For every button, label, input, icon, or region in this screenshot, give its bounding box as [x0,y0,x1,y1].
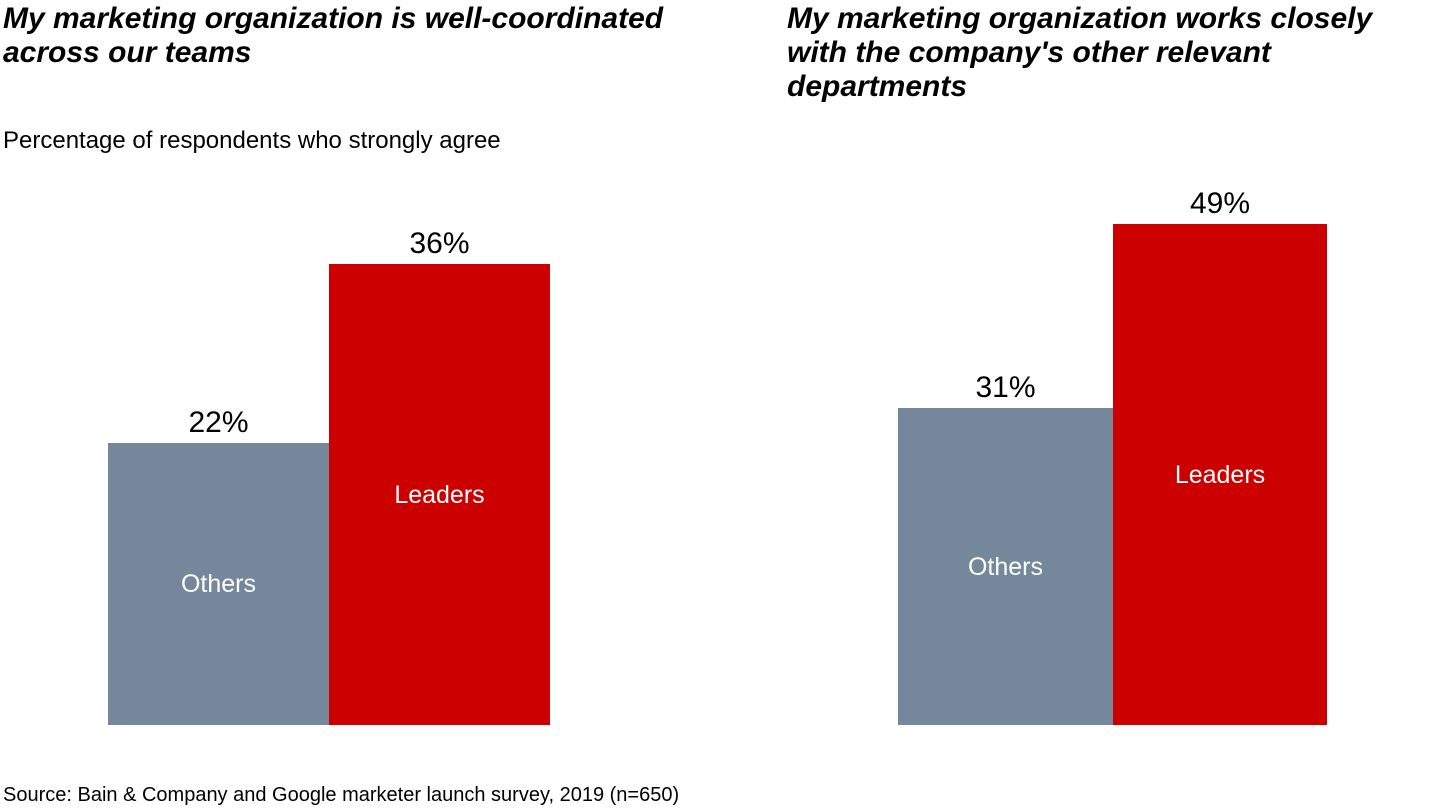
value-label-others-left: 22% [188,406,249,439]
bar-leaders-left: Leaders [329,264,550,725]
value-label-others-right: 31% [975,371,1036,404]
bar-category-label-others-right: Others [967,552,1044,581]
chart-subtitle: Percentage of respondents who strongly a… [3,127,501,154]
value-label-leaders-right: 49% [1189,187,1251,220]
bar-category-label-others-left: Others [180,570,257,598]
source-note: Source: Bain & Company and Google market… [3,784,680,806]
bar-others-right: Others [898,408,1113,725]
value-label-leaders-left: 36% [409,227,470,260]
bar-category-label-leaders-left: Leaders [394,480,485,509]
chart-title-left: My marketing organization is well-coordi… [3,2,664,69]
bar-category-label-leaders-right: Leaders [1174,460,1266,489]
bar-leaders-right: Leaders [1113,224,1327,725]
chart-title-right: My marketing organization works closely … [787,2,1373,103]
bar-others-left: Others [108,443,329,725]
